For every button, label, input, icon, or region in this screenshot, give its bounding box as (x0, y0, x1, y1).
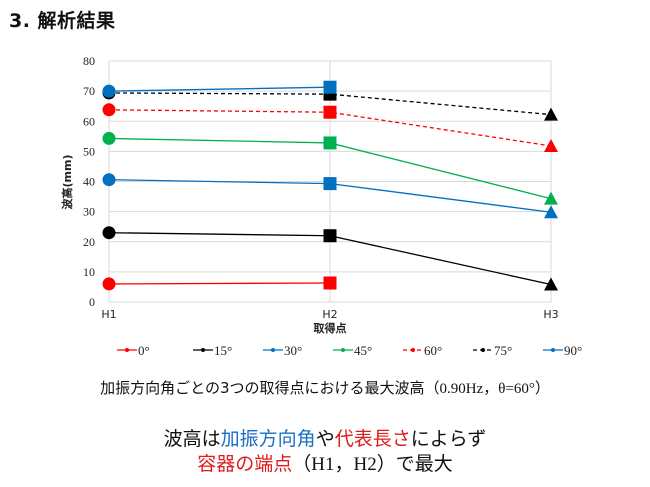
legend-swatch-dot (411, 348, 415, 352)
series-line (108, 109, 552, 147)
conclusion-segment: 容器の端点 (197, 453, 293, 475)
caption-main: 加振方向角ごとの3つの取得点における最大波高 (100, 379, 425, 397)
marker-circle (102, 131, 116, 145)
legend-item: 90° (543, 343, 582, 358)
conclusion-segment: 波高は (163, 428, 221, 450)
legend-item: 30° (263, 343, 302, 358)
y-tick-label: 80 (83, 54, 95, 68)
marker-triangle (544, 107, 558, 121)
y-axis-label: 波高(mm) (60, 155, 74, 210)
conclusion-segment: 加振方向角 (220, 428, 316, 450)
legend-swatch-dot (201, 348, 205, 352)
marker-triangle (544, 138, 558, 152)
caption-params: （0.90Hz，θ=60°） (424, 381, 550, 397)
series-line (108, 282, 331, 285)
series-line (108, 86, 331, 92)
conclusion-segment: （H1，H2） (292, 454, 396, 475)
legend-label: 45° (354, 343, 372, 358)
marker-square (323, 276, 337, 290)
legend-swatch-dot (125, 348, 129, 352)
legend-label: 0° (138, 343, 150, 358)
conclusion-line-1: 波高は加振方向角や代表長さによらず (0, 427, 650, 452)
y-tick-label: 70 (83, 84, 95, 98)
marker-square (323, 229, 337, 243)
legend-label: 15° (214, 343, 232, 358)
y-tick-label: 60 (83, 114, 95, 128)
x-tick-label: H1 (101, 308, 116, 321)
line-chart: 0 10 20 30 40 50 60 70 80 H1 H2 H3 波高(mm) 取得点 0° 15… (60, 54, 582, 358)
x-tick-label: H2 (322, 308, 337, 321)
y-tick-label: 20 (83, 235, 95, 249)
conclusion-segment: 代表長さ (334, 428, 411, 450)
legend-item: 60° (403, 343, 442, 358)
legend-item: 0° (117, 343, 150, 358)
legend-label: 75° (494, 343, 512, 358)
y-tick-labels: 0 10 20 30 40 50 60 70 80 (83, 54, 95, 309)
conclusion-segment: で最大 (395, 453, 453, 475)
y-tick-label: 10 (83, 265, 95, 279)
marker-square (323, 177, 337, 191)
legend-item: 75° (473, 343, 512, 358)
conclusion-segment: や (315, 428, 335, 450)
conclusion: 波高は加振方向角や代表長さによらず 容器の端点（H1，H2）で最大 (0, 427, 650, 477)
marker-circle (102, 84, 116, 98)
marker-triangle (544, 277, 558, 291)
conclusion-segment: によらず (410, 428, 487, 450)
marker-triangle (544, 191, 558, 205)
x-axis-label: 取得点 (314, 321, 347, 335)
marker-square (323, 105, 337, 119)
marker-triangle (544, 205, 558, 219)
legend-item: 45° (333, 343, 372, 358)
legend: 0° 15° 30° 45° 60° 75° 90° (117, 343, 582, 358)
y-tick-label: 0 (89, 295, 95, 309)
conclusion-line-2: 容器の端点（H1，H2）で最大 (0, 452, 650, 477)
marker-square (323, 136, 337, 150)
marker-circle (102, 173, 116, 187)
y-tick-label: 50 (83, 144, 95, 158)
chart-caption: 加振方向角ごとの3つの取得点における最大波高（0.90Hz，θ=60°） (0, 377, 650, 398)
marker-circle (102, 226, 116, 240)
series-line (108, 92, 552, 116)
y-tick-label: 30 (83, 205, 95, 219)
x-tick-labels: H1 H2 H3 (101, 308, 558, 321)
legend-swatch-dot (481, 348, 485, 352)
legend-item: 15° (193, 343, 232, 358)
legend-label: 60° (424, 343, 442, 358)
legend-swatch-dot (551, 348, 555, 352)
legend-label: 90° (564, 343, 582, 358)
slide-title: 3. 解析結果 (9, 10, 116, 32)
marker-circle (102, 277, 116, 291)
y-tick-label: 40 (83, 175, 95, 189)
marker-circle (102, 103, 116, 117)
x-tick-label: H3 (543, 308, 558, 321)
series-markers (102, 80, 558, 291)
legend-swatch-dot (341, 348, 345, 352)
legend-label: 30° (284, 343, 302, 358)
legend-swatch-dot (271, 348, 275, 352)
marker-square (323, 80, 337, 94)
